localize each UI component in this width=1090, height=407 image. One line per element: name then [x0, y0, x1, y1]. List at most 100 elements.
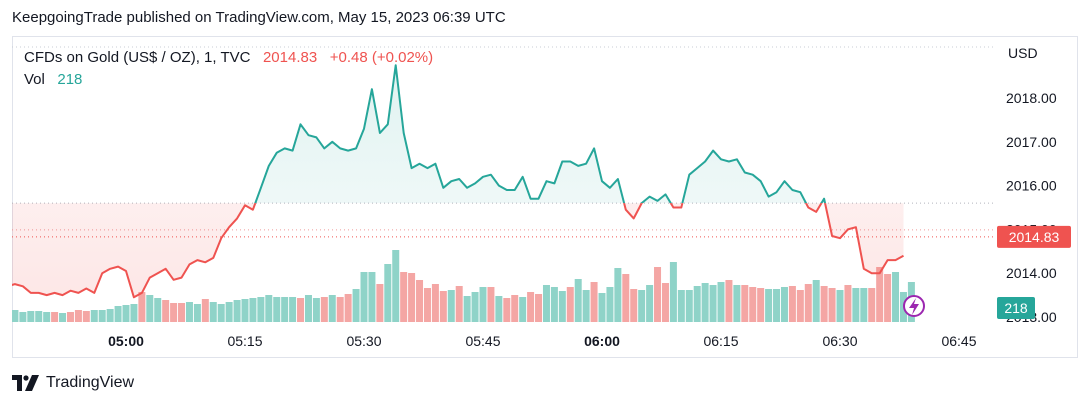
volume-bar: [106, 309, 114, 322]
x-tick-label: 06:30: [822, 333, 857, 349]
volume-bar: [550, 287, 558, 322]
volume-bar: [35, 311, 43, 322]
last-price-label: 2014.83: [1009, 229, 1060, 245]
tradingview-logo-icon: [12, 375, 39, 391]
volume-bar: [765, 289, 773, 322]
volume-bar: [59, 313, 67, 322]
y-tick-label: 2017.00: [1006, 134, 1057, 150]
volume-bar: [400, 272, 408, 322]
volume-bar: [423, 288, 431, 322]
y-tick-label: 2016.00: [1006, 178, 1057, 194]
volume-bar: [431, 284, 439, 322]
volume-bar: [677, 290, 685, 322]
volume-bar: [796, 290, 804, 322]
volume-bar: [439, 291, 447, 322]
volume-bar: [709, 285, 717, 322]
volume-bar: [360, 272, 368, 322]
volume-bar: [233, 300, 241, 322]
volume-bar: [836, 290, 844, 322]
volume-bar: [376, 284, 384, 322]
y-tick-label: 2014.00: [1006, 265, 1057, 281]
volume-bar: [281, 297, 289, 322]
legend-vol-value: 218: [57, 71, 83, 88]
volume-bar: [511, 295, 519, 322]
volume-bar: [289, 297, 297, 322]
volume-bar: [408, 273, 416, 322]
volume-bar: [828, 288, 836, 322]
x-tick-label: 05:30: [346, 333, 381, 349]
volume-bar: [598, 293, 606, 322]
volume-bar: [178, 303, 186, 322]
volume-bar: [98, 310, 106, 322]
volume-bar: [273, 297, 281, 322]
price-line-above[interactable]: [7, 64, 904, 297]
footer-brand[interactable]: TradingView: [12, 374, 134, 392]
volume-bar: [884, 274, 892, 322]
legend-symbol[interactable]: CFDs on Gold (US$ / OZ), 1, TVC: [24, 49, 251, 66]
chart-frame[interactable]: [12, 36, 1078, 358]
volume-bar: [788, 286, 796, 322]
volume-bar: [773, 289, 781, 322]
volume-bar: [201, 299, 209, 322]
legend-last-price: 2014.83: [262, 49, 318, 66]
volume-bar: [495, 296, 503, 322]
volume-bar: [527, 292, 535, 322]
volume-bar: [114, 306, 122, 322]
volume-bar: [66, 312, 74, 322]
legend-vol-label[interactable]: Vol: [24, 71, 45, 88]
volume-bar: [757, 288, 765, 322]
x-tick-label: 06:45: [941, 333, 976, 349]
volume-bar: [614, 268, 622, 322]
volume-bar: [297, 298, 305, 322]
volume-bar: [392, 250, 400, 322]
volume-bar: [312, 298, 320, 322]
volume-bar: [519, 297, 527, 322]
volume-bar: [463, 296, 471, 322]
volume-bar: [138, 292, 146, 322]
volume-bar: [209, 302, 217, 322]
volume-bar: [447, 290, 455, 322]
legend-row-symbol: CFDs on Gold (US$ / OZ), 1, TVC 2014.83 …: [24, 47, 433, 69]
volume-bar: [812, 280, 820, 322]
volume-bar: [217, 304, 225, 322]
volume-bar: [122, 305, 130, 322]
volume-bar: [328, 295, 336, 322]
volume-bar: [82, 311, 90, 322]
volume-bar: [241, 299, 249, 322]
last-price-label-box: [997, 225, 1071, 248]
volume-bar: [12, 310, 19, 322]
volume-bar: [225, 302, 233, 322]
last-volume-label-box: [997, 297, 1035, 319]
volume-bar: [558, 291, 566, 322]
volume-bar: [368, 272, 376, 322]
volume-bar: [130, 304, 138, 322]
volume-bar: [4, 312, 11, 322]
volume-bar: [630, 289, 638, 322]
volume-bar: [804, 284, 812, 322]
volume-bar: [646, 285, 654, 322]
volume-bar: [582, 290, 590, 322]
price-area-below: [12, 203, 904, 298]
lightning-icon[interactable]: [903, 295, 925, 317]
volume-bar: [717, 282, 725, 322]
volume-bar: [344, 294, 352, 322]
volume-bar: [170, 303, 178, 322]
volume-bar: [701, 283, 709, 322]
volume-bar: [685, 290, 693, 322]
volume-bar: [455, 286, 463, 322]
volume-bar: [654, 267, 662, 322]
volume-bar: [892, 272, 900, 322]
volume-bar: [352, 289, 360, 322]
footer-brand-text: TradingView: [46, 374, 135, 391]
volume-bar: [749, 287, 757, 322]
volume-bar: [471, 292, 479, 322]
price-line-below[interactable]: [7, 65, 904, 299]
x-tick-label: 05:00: [108, 333, 144, 349]
x-tick-label: 05:45: [465, 333, 500, 349]
legend-row-volume: Vol 218: [24, 69, 433, 91]
volume-bar: [19, 312, 27, 322]
volume-bar: [74, 310, 82, 322]
volume-bar: [574, 279, 582, 322]
volume-bar: [661, 283, 669, 322]
